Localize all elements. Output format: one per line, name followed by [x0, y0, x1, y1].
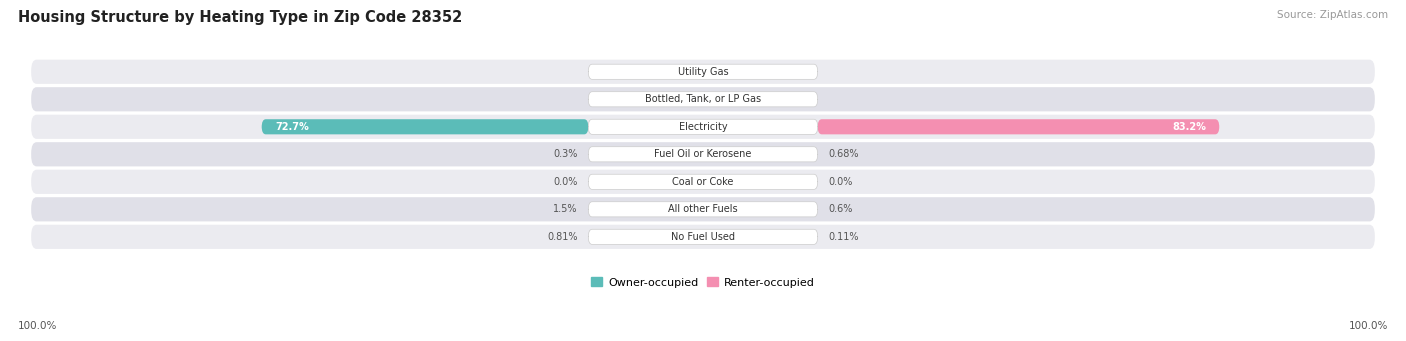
FancyBboxPatch shape [262, 119, 588, 134]
Text: 83.2%: 83.2% [1173, 122, 1206, 132]
Text: No Fuel Used: No Fuel Used [671, 232, 735, 242]
Text: 0.0%: 0.0% [828, 177, 853, 187]
Text: All other Fuels: All other Fuels [668, 204, 738, 214]
FancyBboxPatch shape [31, 142, 1375, 166]
FancyBboxPatch shape [588, 92, 818, 107]
Text: 100.0%: 100.0% [18, 321, 58, 331]
Text: 10.3%: 10.3% [602, 94, 636, 104]
Legend: Owner-occupied, Renter-occupied: Owner-occupied, Renter-occupied [586, 272, 820, 292]
Text: Fuel Oil or Kerosene: Fuel Oil or Kerosene [654, 149, 752, 159]
Text: 10.0%: 10.0% [770, 67, 804, 77]
Text: 72.7%: 72.7% [276, 122, 309, 132]
FancyBboxPatch shape [31, 225, 1375, 249]
FancyBboxPatch shape [31, 87, 1375, 112]
Text: Utility Gas: Utility Gas [678, 67, 728, 77]
Text: 0.68%: 0.68% [828, 149, 859, 159]
FancyBboxPatch shape [588, 147, 818, 162]
Text: Source: ZipAtlas.com: Source: ZipAtlas.com [1277, 10, 1388, 20]
Text: 5.5%: 5.5% [778, 94, 804, 104]
Text: Housing Structure by Heating Type in Zip Code 28352: Housing Structure by Heating Type in Zip… [18, 10, 463, 25]
FancyBboxPatch shape [588, 202, 818, 217]
FancyBboxPatch shape [588, 64, 818, 79]
Text: 100.0%: 100.0% [1348, 321, 1388, 331]
FancyBboxPatch shape [31, 170, 1375, 194]
Text: Bottled, Tank, or LP Gas: Bottled, Tank, or LP Gas [645, 94, 761, 104]
FancyBboxPatch shape [588, 229, 818, 244]
FancyBboxPatch shape [31, 197, 1375, 221]
FancyBboxPatch shape [31, 115, 1375, 139]
Text: 0.0%: 0.0% [553, 177, 578, 187]
FancyBboxPatch shape [31, 60, 1375, 84]
Text: 0.81%: 0.81% [547, 232, 578, 242]
FancyBboxPatch shape [588, 119, 818, 134]
Text: 14.4%: 14.4% [602, 67, 636, 77]
Text: Coal or Coke: Coal or Coke [672, 177, 734, 187]
Text: Electricity: Electricity [679, 122, 727, 132]
Text: 0.6%: 0.6% [828, 204, 853, 214]
Text: 0.11%: 0.11% [828, 232, 859, 242]
Text: 0.3%: 0.3% [553, 149, 578, 159]
Text: 1.5%: 1.5% [553, 204, 578, 214]
FancyBboxPatch shape [588, 174, 818, 189]
FancyBboxPatch shape [818, 119, 1219, 134]
